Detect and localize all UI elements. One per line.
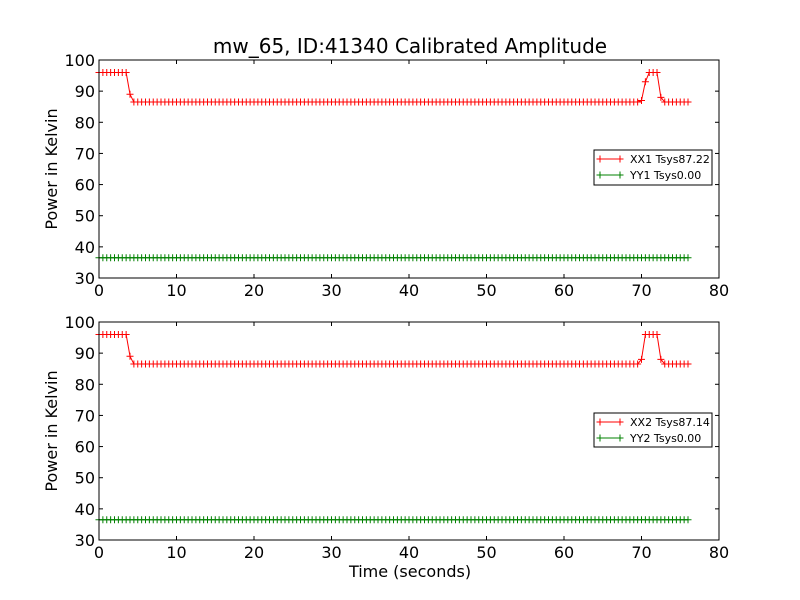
series-2-2 — [95, 516, 692, 524]
x-tick-label: 80 — [709, 281, 729, 300]
top-plot: 0 10 20 30 40 50 60 70 80 30 40 50 60 70 80 90 100 Power … — [42, 51, 729, 300]
x-tick-label: 0 — [94, 543, 104, 562]
x-tick-label: 70 — [631, 543, 651, 562]
legend-swatch-marker — [616, 418, 624, 426]
x-tick-label: 80 — [709, 543, 729, 562]
data-point — [657, 355, 665, 363]
legend-entry: XX2 Tsys87.14 — [630, 416, 710, 429]
x-tick-label: 20 — [244, 543, 264, 562]
legend-entry: YY2 Tsys0.00 — [629, 432, 701, 445]
x-tick-label: 70 — [631, 281, 651, 300]
legend-box — [593, 149, 713, 186]
y-tick-label: 50 — [75, 469, 95, 488]
x-tick-label: 50 — [476, 543, 496, 562]
x-tick-label: 10 — [166, 281, 186, 300]
x-tick-label: 30 — [321, 281, 341, 300]
legend-swatch-marker — [596, 418, 604, 426]
x-tick-label: 30 — [321, 543, 341, 562]
y-tick-label: 80 — [75, 375, 95, 394]
legend-entry: YY1 Tsys0.00 — [629, 169, 701, 182]
y-tick-label: 80 — [75, 113, 95, 132]
x-tick-label: 10 — [166, 543, 186, 562]
legend-swatch-marker — [596, 434, 604, 442]
legend: XX1 Tsys87.22 YY1 Tsys0.00 — [593, 149, 713, 186]
data-point — [634, 98, 642, 106]
data-point — [122, 330, 130, 338]
series-1-2 — [95, 254, 692, 262]
y-tick-label: 90 — [75, 82, 95, 101]
x-tick-label: 0 — [94, 281, 104, 300]
x-tick-label: 40 — [399, 281, 419, 300]
x-tick-label: 60 — [554, 543, 574, 562]
y-tick-label: 30 — [75, 269, 95, 288]
legend-swatch-marker — [596, 155, 604, 163]
y-tick-label: 30 — [75, 531, 95, 550]
y-tick-label: 60 — [75, 438, 95, 457]
legend-swatch-marker — [616, 171, 624, 179]
x-tick-label: 40 — [399, 543, 419, 562]
data-point — [657, 93, 665, 101]
data-point — [653, 330, 661, 338]
legend-swatch-marker — [596, 171, 604, 179]
y-tick-label: 60 — [75, 176, 95, 195]
y-tick-label: 70 — [75, 144, 95, 163]
data-point — [684, 98, 692, 106]
x-tick-label: 60 — [554, 281, 574, 300]
legend-box — [593, 412, 713, 448]
y-axis-label: Power in Kelvin — [42, 108, 61, 229]
y-axis-label: Power in Kelvin — [42, 370, 61, 491]
x-axis-label: Time (seconds) — [348, 562, 471, 581]
data-point — [641, 78, 649, 86]
legend-entry: XX1 Tsys87.22 — [630, 153, 710, 166]
chart-title: mw_65, ID:41340 Calibrated Amplitude — [213, 34, 607, 58]
x-tick-label: 50 — [476, 281, 496, 300]
data-point — [638, 355, 645, 363]
data-point — [684, 516, 692, 524]
legend-swatch-marker — [616, 155, 624, 163]
y-tick-label: 70 — [75, 406, 95, 425]
y-tick-label: 100 — [64, 313, 95, 332]
data-point — [122, 68, 130, 76]
data-point — [684, 360, 692, 368]
bottom-plot: 0 10 20 30 40 50 60 70 80 30 40 50 60 70 80 90 100 Power … — [42, 313, 729, 562]
y-tick-label: 90 — [75, 344, 95, 363]
y-tick-label: 40 — [75, 238, 95, 257]
y-tick-label: 40 — [75, 500, 95, 519]
x-tick-label: 20 — [244, 281, 264, 300]
data-point — [634, 360, 642, 368]
series-1-1 — [95, 68, 692, 106]
y-tick-label: 50 — [75, 207, 95, 226]
legend-swatch-marker — [616, 434, 624, 442]
series-2-1 — [95, 330, 692, 368]
data-point — [653, 68, 661, 76]
data-point — [638, 96, 645, 104]
y-tick-label: 100 — [64, 51, 95, 70]
data-point — [126, 352, 134, 360]
data-point — [126, 90, 134, 98]
data-point — [684, 254, 692, 262]
legend: XX2 Tsys87.14 YY2 Tsys0.00 — [593, 412, 713, 448]
